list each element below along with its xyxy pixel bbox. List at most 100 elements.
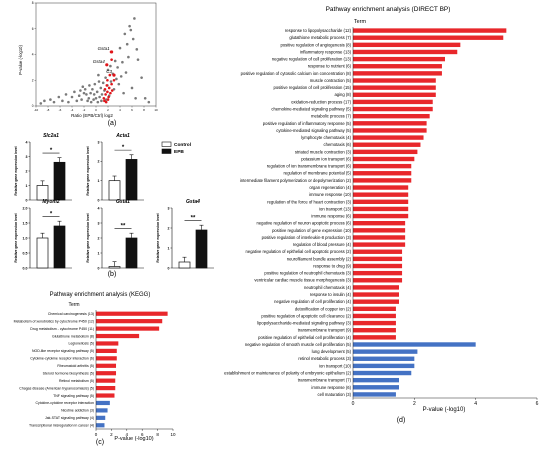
- epb-bar: [53, 161, 66, 201]
- bp-bar: [353, 335, 396, 340]
- bp-term-label: aging (8): [334, 92, 351, 97]
- volcano-point-selected: [110, 58, 113, 61]
- bp-term-label: lipopolysaccharide-mediated signaling pa…: [257, 321, 351, 326]
- bp-term-label: transmembrane transport (7): [298, 378, 352, 383]
- volcano-xtick-label: 6: [131, 108, 133, 112]
- kegg-xtick-label: 8: [156, 432, 159, 437]
- bp-xtick-label: 2: [413, 401, 416, 407]
- volcano-point: [135, 48, 139, 51]
- volcano-point: [79, 89, 82, 92]
- bp-term-label: cytokine-mediated signaling pathway (5): [276, 128, 351, 133]
- bp-bar: [353, 99, 433, 105]
- volcano-point-selected: [104, 100, 108, 104]
- volcano-point: [57, 95, 61, 99]
- bp-bar: [353, 377, 399, 383]
- expression-ytick-label: 2: [168, 226, 170, 230]
- bp-term-label: regulation of membrane potential (5): [283, 171, 351, 176]
- volcano-point-selected: [103, 87, 107, 91]
- gene-name: Slc2a1: [43, 133, 59, 139]
- volcano-point: [86, 99, 89, 103]
- bp-term-label: potassium ion transport (6): [301, 156, 351, 161]
- kegg-term-label: Rheumatoid arthritis (5): [57, 364, 94, 368]
- expression-ytick-label: 2.0: [23, 206, 28, 210]
- bp-xtick-label: 0: [352, 401, 355, 407]
- legend-label: EPB: [174, 149, 184, 155]
- kegg-bar: [96, 378, 116, 383]
- volcano-point-selected: [102, 96, 106, 100]
- kegg-bar: [96, 363, 117, 368]
- bp-term-label: response to lipopolysaccharide (12): [285, 28, 352, 33]
- control-bar: [36, 237, 49, 269]
- bp-bar: [353, 149, 418, 155]
- bp-term-label: negative regulation of smooth muscle cel…: [245, 342, 352, 347]
- bp-term-label: intermediate filament polymerization or …: [240, 178, 352, 183]
- volcano-point: [95, 90, 99, 94]
- volcano-point-selected: [107, 86, 111, 90]
- kegg-bar: [96, 326, 160, 331]
- bp-bar: [353, 313, 396, 319]
- bp-bar: [353, 56, 445, 62]
- bp-bar: [353, 370, 412, 376]
- bp-term-label: ventricular cardiac muscle tissue morpho…: [254, 278, 351, 283]
- volcano-point: [43, 99, 46, 103]
- volcano-annotation: Gsta4: [93, 59, 106, 64]
- gene-name: Gsta1: [116, 199, 130, 205]
- bp-term-label: positive regulation of angiogenesis (8): [280, 42, 351, 47]
- epb-bar: [53, 225, 66, 269]
- bp-bar: [353, 42, 461, 48]
- expression-ytick-label: 0: [98, 266, 100, 270]
- bp-term-label: positive regulation of apoptotic cell cl…: [261, 313, 351, 318]
- bp-term-label: cell maturation (3): [317, 392, 351, 397]
- volcano-point: [109, 80, 113, 83]
- expression-bar-charts: Slc2a1 Relative gene expression level 0 1 2 3…: [14, 133, 214, 270]
- expression-ylabel: Relative gene expression level: [86, 213, 90, 262]
- kegg-bar: [96, 415, 106, 420]
- bp-term-label: immune response (10): [309, 192, 351, 197]
- kegg-term-label: Nicotine addiction (3): [61, 409, 94, 413]
- volcano-xtick-label: -4: [71, 108, 74, 112]
- kegg-term-label: Metabolism of xenobiotics by cytochrome …: [14, 319, 94, 323]
- expression-ytick-label: 0: [168, 266, 170, 270]
- bp-bar: [353, 285, 399, 290]
- bp-term-label: organ regeneration (4): [309, 185, 351, 190]
- volcano-point: [67, 100, 70, 104]
- volcano-point-selected: [103, 99, 106, 103]
- kegg-bar: [96, 319, 163, 324]
- volcano-point: [119, 75, 123, 78]
- kegg-xtick-label: 2: [110, 432, 113, 437]
- bp-bar: [353, 392, 396, 397]
- kegg-term-label: Retinol metabolism (5): [59, 379, 94, 383]
- kegg-term-label: Cytokine-cytokine receptor interaction: [35, 401, 94, 405]
- volcano-point: [91, 87, 94, 91]
- volcano-point: [49, 98, 52, 101]
- bp-term-label: oxidation-reduction process (17): [291, 99, 351, 104]
- expression-ytick-label: 3: [168, 206, 170, 210]
- bp-bar: [353, 235, 406, 240]
- volcano-ytick-label: 2: [32, 78, 34, 82]
- volcano-point: [88, 84, 91, 87]
- bp-bar: [353, 242, 406, 247]
- bp-term-label: neurofilament bundle assembly (2): [287, 256, 352, 261]
- volcano-ylabel: P-value (-log10): [18, 45, 23, 75]
- volcano-point-selected: [110, 82, 113, 86]
- bp-bar: [353, 142, 421, 147]
- kegg-term-label: TNF signaling pathway (5): [53, 394, 94, 398]
- bp-bar: [353, 163, 412, 169]
- bp-xlabel: P-value (-log10): [423, 407, 466, 413]
- volcano-point: [61, 99, 64, 103]
- bp-term-label: regulation of the force of heart contrac…: [267, 199, 351, 204]
- bp-bar: [353, 256, 403, 262]
- panel-label-a: (a): [108, 120, 117, 127]
- volcano-xtick-label: 8: [143, 108, 145, 112]
- kegg-xlabel: P-value (-log10): [114, 436, 153, 442]
- bp-term-label: negative regulation of neuron apoptotic …: [256, 221, 351, 226]
- volcano-point: [89, 91, 92, 95]
- volcano-point: [136, 58, 140, 61]
- bp-term-label: immune response (6): [311, 214, 351, 219]
- kegg-bar: [96, 423, 105, 428]
- bp-title: Pathway enrichment analysis (DIRECT BP): [326, 6, 451, 13]
- expression-ytick-label: 4: [98, 206, 100, 210]
- bp-term-label: glutathione metabolic process (7): [289, 35, 351, 40]
- gene-name: Gsta4: [186, 199, 200, 205]
- volcano-point: [133, 17, 136, 20]
